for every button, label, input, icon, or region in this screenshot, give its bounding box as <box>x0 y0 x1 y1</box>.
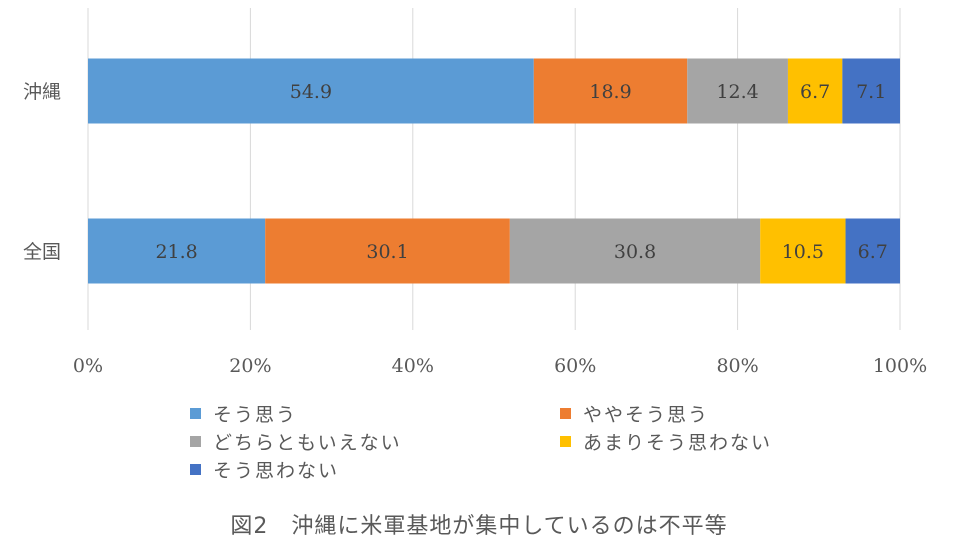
bar-segments <box>88 58 900 284</box>
bar-segment <box>687 58 788 124</box>
legend-swatch <box>560 407 571 419</box>
legend-item-1: ややそう思う <box>560 400 830 426</box>
x-axis-tick-labels: 0% 20% 40% 60% 80% 100% <box>73 355 927 377</box>
legend-label: あまりそう思わない <box>583 431 773 454</box>
data-label: 30.1 <box>366 241 408 263</box>
bar-segment <box>509 218 761 284</box>
bar-segment <box>845 218 900 284</box>
bar-segment <box>842 58 900 124</box>
legend-label: そう思う <box>213 403 298 426</box>
data-labels: 54.9 18.9 12.4 6.7 7.1 21.8 30.1 30.8 10.5 6.7 <box>155 81 887 263</box>
legend-label: どちらともいえない <box>213 431 402 454</box>
bar-segment <box>88 58 534 124</box>
data-label: 10.5 <box>782 241 824 263</box>
bar-segment <box>88 218 266 284</box>
data-label: 12.4 <box>716 81 758 103</box>
legend-label: ややそう思う <box>583 403 710 426</box>
legend: そう思う ややそう思う どちらともいえない あまりそう思わない そう思わない <box>190 400 830 482</box>
bar-segment <box>787 58 843 124</box>
data-label: 18.9 <box>589 81 631 103</box>
x-tick-label: 80% <box>716 355 758 377</box>
legend-item-4: そう思わない <box>190 456 560 482</box>
data-label: 7.1 <box>856 81 886 103</box>
legend-swatch <box>560 435 571 447</box>
x-tick-label: 60% <box>554 355 596 377</box>
legend-swatch <box>190 463 201 475</box>
x-tick-label: 20% <box>229 355 271 377</box>
bar-segment <box>760 218 846 284</box>
data-label: 6.7 <box>800 81 830 103</box>
bar-segment <box>533 58 688 124</box>
legend-item-2: どちらともいえない <box>190 428 560 454</box>
data-label: 21.8 <box>155 241 197 263</box>
data-label: 6.7 <box>858 241 888 263</box>
legend-item-0: そう思う <box>190 400 560 426</box>
category-label: 沖縄 <box>23 81 61 103</box>
bar-segment <box>265 218 510 284</box>
legend-item-3: あまりそう思わない <box>560 428 830 454</box>
x-tick-label: 0% <box>73 355 103 377</box>
x-tick-label: 40% <box>392 355 434 377</box>
figure-caption: 図2 沖縄に米軍基地が集中しているのは不平等 <box>230 514 728 539</box>
data-label: 54.9 <box>290 81 332 103</box>
x-tick-label: 100% <box>873 355 927 377</box>
legend-label: そう思わない <box>213 459 340 482</box>
legend-swatch <box>190 435 201 447</box>
legend-swatch <box>190 407 201 419</box>
data-label: 30.8 <box>614 241 656 263</box>
category-label: 全国 <box>23 241 61 263</box>
